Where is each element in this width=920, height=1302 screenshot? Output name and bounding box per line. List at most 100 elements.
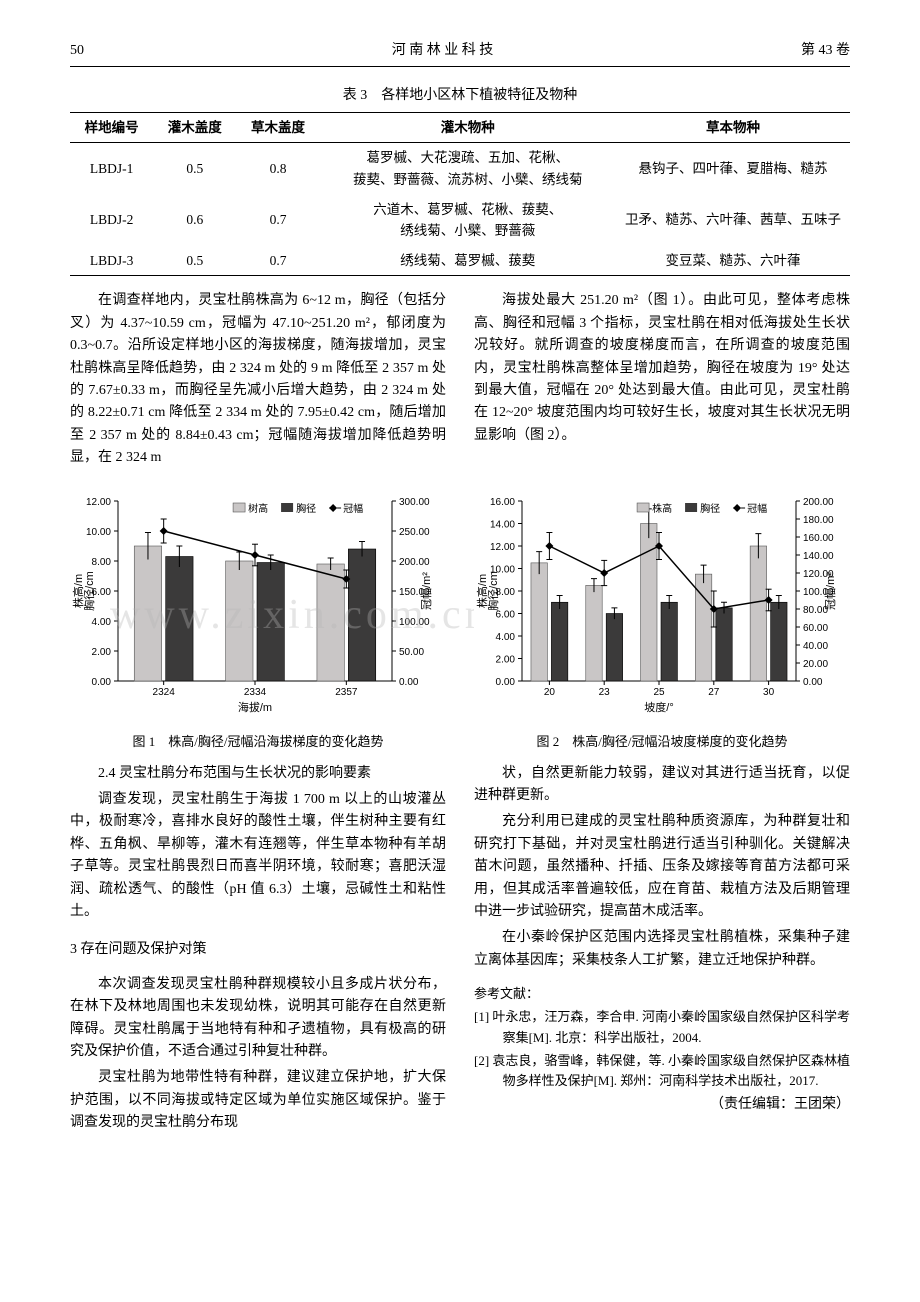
table-row: LBDJ-30.50.7绣线菊、葛罗槭、菝葜变豆菜、糙苏、六叶葎 <box>70 246 850 276</box>
th-plotid: 样地编号 <box>70 112 153 143</box>
page-number: 50 <box>70 40 84 62</box>
svg-text:0.00: 0.00 <box>92 677 112 688</box>
th-herbcov: 草木盖度 <box>236 112 319 143</box>
svg-text:胸径/cm: 胸径/cm <box>82 572 96 612</box>
journal-title: 河 南 林 业 科 技 <box>392 40 494 62</box>
svg-text:16.00: 16.00 <box>490 497 515 508</box>
th-shrubcov: 灌木盖度 <box>153 112 236 143</box>
para: 调查发现，灵宝杜鹃生于海拔 1 700 m 以上的山坡灌丛中，极耐寒冷，喜排水良… <box>70 789 446 923</box>
svg-text:20: 20 <box>544 687 556 698</box>
volume: 第 43 卷 <box>801 40 850 62</box>
right-col-top: 海拔处最大 251.20 m²（图 1）。由此可见，整体考虑株高、胸径和冠幅 3… <box>474 290 850 473</box>
table-cell: 六道木、葛罗槭、花楸、菝葜、 绣线菊、小檗、野蔷薇 <box>320 195 616 246</box>
svg-text:0.00: 0.00 <box>803 677 823 688</box>
svg-text:12.00: 12.00 <box>86 497 111 508</box>
para: 充分利用已建成的灵宝杜鹃种质资源库，为种群复壮和研究打下基础，并对灵宝杜鹃进行适… <box>474 811 850 923</box>
th-shrubsp: 灌木物种 <box>320 112 616 143</box>
svg-text:株高/m: 株高/m <box>71 574 85 608</box>
svg-text:23: 23 <box>599 687 611 698</box>
table-cell: 变豆菜、糙苏、六叶葎 <box>616 246 850 276</box>
para: 本次调查发现灵宝杜鹃种群规模较小且多成片状分布，在林下及林地周围也未发现幼株，说… <box>70 974 446 1064</box>
table-cell: 0.5 <box>153 143 236 195</box>
svg-text:8.00: 8.00 <box>92 557 112 568</box>
svg-text:冠幅: 冠幅 <box>343 502 363 515</box>
para: 状，自然更新能力较弱，建议对其进行适当抚育，以促进种群更新。 <box>474 763 850 808</box>
svg-text:株高/m: 株高/m <box>475 574 489 608</box>
figure-1: 0.002.004.006.008.0010.0012.000.0050.001… <box>70 487 446 752</box>
svg-text:27: 27 <box>708 687 720 698</box>
svg-text:胸径: 胸径 <box>700 502 720 515</box>
table-row: LBDJ-10.50.8葛罗槭、大花溲疏、五加、花楸、 菝葜、野蔷薇、流苏树、小… <box>70 143 850 195</box>
figures-row: 0.002.004.006.008.0010.0012.000.0050.001… <box>70 487 850 752</box>
svg-text:0.00: 0.00 <box>399 677 419 688</box>
ref-item: [1] 叶永忠，汪万森，李合申. 河南小秦岭国家级自然保护区科学考察集[M]. … <box>474 1007 850 1049</box>
table3-header-row: 样地编号 灌木盖度 草木盖度 灌木物种 草本物种 <box>70 112 850 143</box>
right-col-bottom: 状，自然更新能力较弱，建议对其进行适当抚育，以促进种群更新。充分利用已建成的灵宝… <box>474 763 850 1139</box>
svg-text:100.00: 100.00 <box>399 617 430 628</box>
svg-text:300.00: 300.00 <box>399 497 430 508</box>
svg-text:2324: 2324 <box>153 687 176 698</box>
references: 参考文献：[1] 叶永忠，汪万森，李合申. 河南小秦岭国家级自然保护区科学考察集… <box>474 984 850 1092</box>
fig2-caption: 图 2 株高/胸径/冠幅沿坡度梯度的变化趋势 <box>474 732 850 753</box>
fig1-chart: 0.002.004.006.008.0010.0012.000.0050.001… <box>70 487 446 725</box>
table-cell: 0.6 <box>153 195 236 246</box>
table-row: LBDJ-20.60.7六道木、葛罗槭、花楸、菝葜、 绣线菊、小檗、野蔷薇卫矛、… <box>70 195 850 246</box>
svg-text:160.00: 160.00 <box>803 533 834 544</box>
fig1-svg: 0.002.004.006.008.0010.0012.000.0050.001… <box>70 487 440 717</box>
svg-text:60.00: 60.00 <box>803 623 828 634</box>
left-col-bottom: 2.4 灵宝杜鹃分布范围与生长状况的影响要素调查发现，灵宝杜鹃生于海拔 1 70… <box>70 763 446 1139</box>
ref-item: [2] 袁志良，骆雪峰，韩保健，等. 小秦岭国家级自然保护区森林植物多样性及保护… <box>474 1051 850 1093</box>
svg-text:胸径: 胸径 <box>296 502 316 515</box>
svg-text:2357: 2357 <box>335 687 358 698</box>
svg-text:冠幅/m²: 冠幅/m² <box>420 572 433 610</box>
table3: 样地编号 灌木盖度 草木盖度 灌木物种 草本物种 LBDJ-10.50.8葛罗槭… <box>70 112 850 277</box>
top-text-columns: 在调查样地内，灵宝杜鹃株高为 6~12 m，胸径（包括分叉）为 4.37~10.… <box>70 290 850 473</box>
table-cell: 卫矛、糙苏、六叶葎、茜草、五味子 <box>616 195 850 246</box>
svg-text:4.00: 4.00 <box>496 632 516 643</box>
svg-text:2334: 2334 <box>244 687 267 698</box>
refs-title: 参考文献： <box>474 984 850 1005</box>
fig2-chart: 0.002.004.006.008.0010.0012.0014.0016.00… <box>474 487 850 725</box>
svg-text:海拔/m: 海拔/m <box>238 700 272 714</box>
svg-text:180.00: 180.00 <box>803 515 834 526</box>
svg-text:200.00: 200.00 <box>803 497 834 508</box>
svg-text:250.00: 250.00 <box>399 527 430 538</box>
table3-title: 表 3 各样地小区林下植被特征及物种 <box>70 85 850 107</box>
figure-2: 0.002.004.006.008.0010.0012.0014.0016.00… <box>474 487 850 752</box>
para: 海拔处最大 251.20 m²（图 1）。由此可见，整体考虑株高、胸径和冠幅 3… <box>474 290 850 447</box>
para: 在调查样地内，灵宝杜鹃株高为 6~12 m，胸径（包括分叉）为 4.37~10.… <box>70 290 446 469</box>
svg-text:冠幅/m²: 冠幅/m² <box>824 572 837 610</box>
fig2-svg: 0.002.004.006.008.0010.0012.0014.0016.00… <box>474 487 844 717</box>
svg-text:20.00: 20.00 <box>803 659 828 670</box>
th-herbsp: 草本物种 <box>616 112 850 143</box>
svg-text:200.00: 200.00 <box>399 557 430 568</box>
table-cell: 0.7 <box>236 246 319 276</box>
svg-text:冠幅: 冠幅 <box>747 502 767 515</box>
svg-text:坡度/°: 坡度/° <box>644 700 673 714</box>
svg-text:140.00: 140.00 <box>803 551 834 562</box>
svg-text:0.00: 0.00 <box>496 677 516 688</box>
table-cell: 绣线菊、葛罗槭、菝葜 <box>320 246 616 276</box>
para: 在小秦岭保护区范围内选择灵宝杜鹃植株，采集种子建立离体基因库；采集枝条人工扩繁，… <box>474 927 850 972</box>
para: 3 存在问题及保护对策 <box>70 939 446 961</box>
table-cell: 悬钩子、四叶葎、夏腊梅、糙苏 <box>616 143 850 195</box>
svg-text:2.00: 2.00 <box>92 647 112 658</box>
para: 2.4 灵宝杜鹃分布范围与生长状况的影响要素 <box>70 763 446 785</box>
page-header: 50 河 南 林 业 科 技 第 43 卷 <box>70 40 850 67</box>
svg-text:12.00: 12.00 <box>490 542 515 553</box>
svg-text:株高: 株高 <box>652 502 672 515</box>
svg-text:胸径/cm: 胸径/cm <box>486 572 500 612</box>
svg-text:10.00: 10.00 <box>86 527 111 538</box>
table-cell: 0.5 <box>153 246 236 276</box>
table-cell: 0.7 <box>236 195 319 246</box>
svg-text:树高: 树高 <box>248 502 268 515</box>
svg-text:4.00: 4.00 <box>92 617 112 628</box>
table-cell: LBDJ-3 <box>70 246 153 276</box>
fig1-caption: 图 1 株高/胸径/冠幅沿海拔梯度的变化趋势 <box>70 732 446 753</box>
svg-text:14.00: 14.00 <box>490 520 515 531</box>
bottom-text-columns: 2.4 灵宝杜鹃分布范围与生长状况的影响要素调查发现，灵宝杜鹃生于海拔 1 70… <box>70 763 850 1139</box>
table-cell: LBDJ-2 <box>70 195 153 246</box>
table-cell: 葛罗槭、大花溲疏、五加、花楸、 菝葜、野蔷薇、流苏树、小檗、绣线菊 <box>320 143 616 195</box>
svg-text:50.00: 50.00 <box>399 647 424 658</box>
para: 灵宝杜鹃为地带性特有种群，建议建立保护地，扩大保护范围，以不同海拔或特定区域为单… <box>70 1067 446 1134</box>
